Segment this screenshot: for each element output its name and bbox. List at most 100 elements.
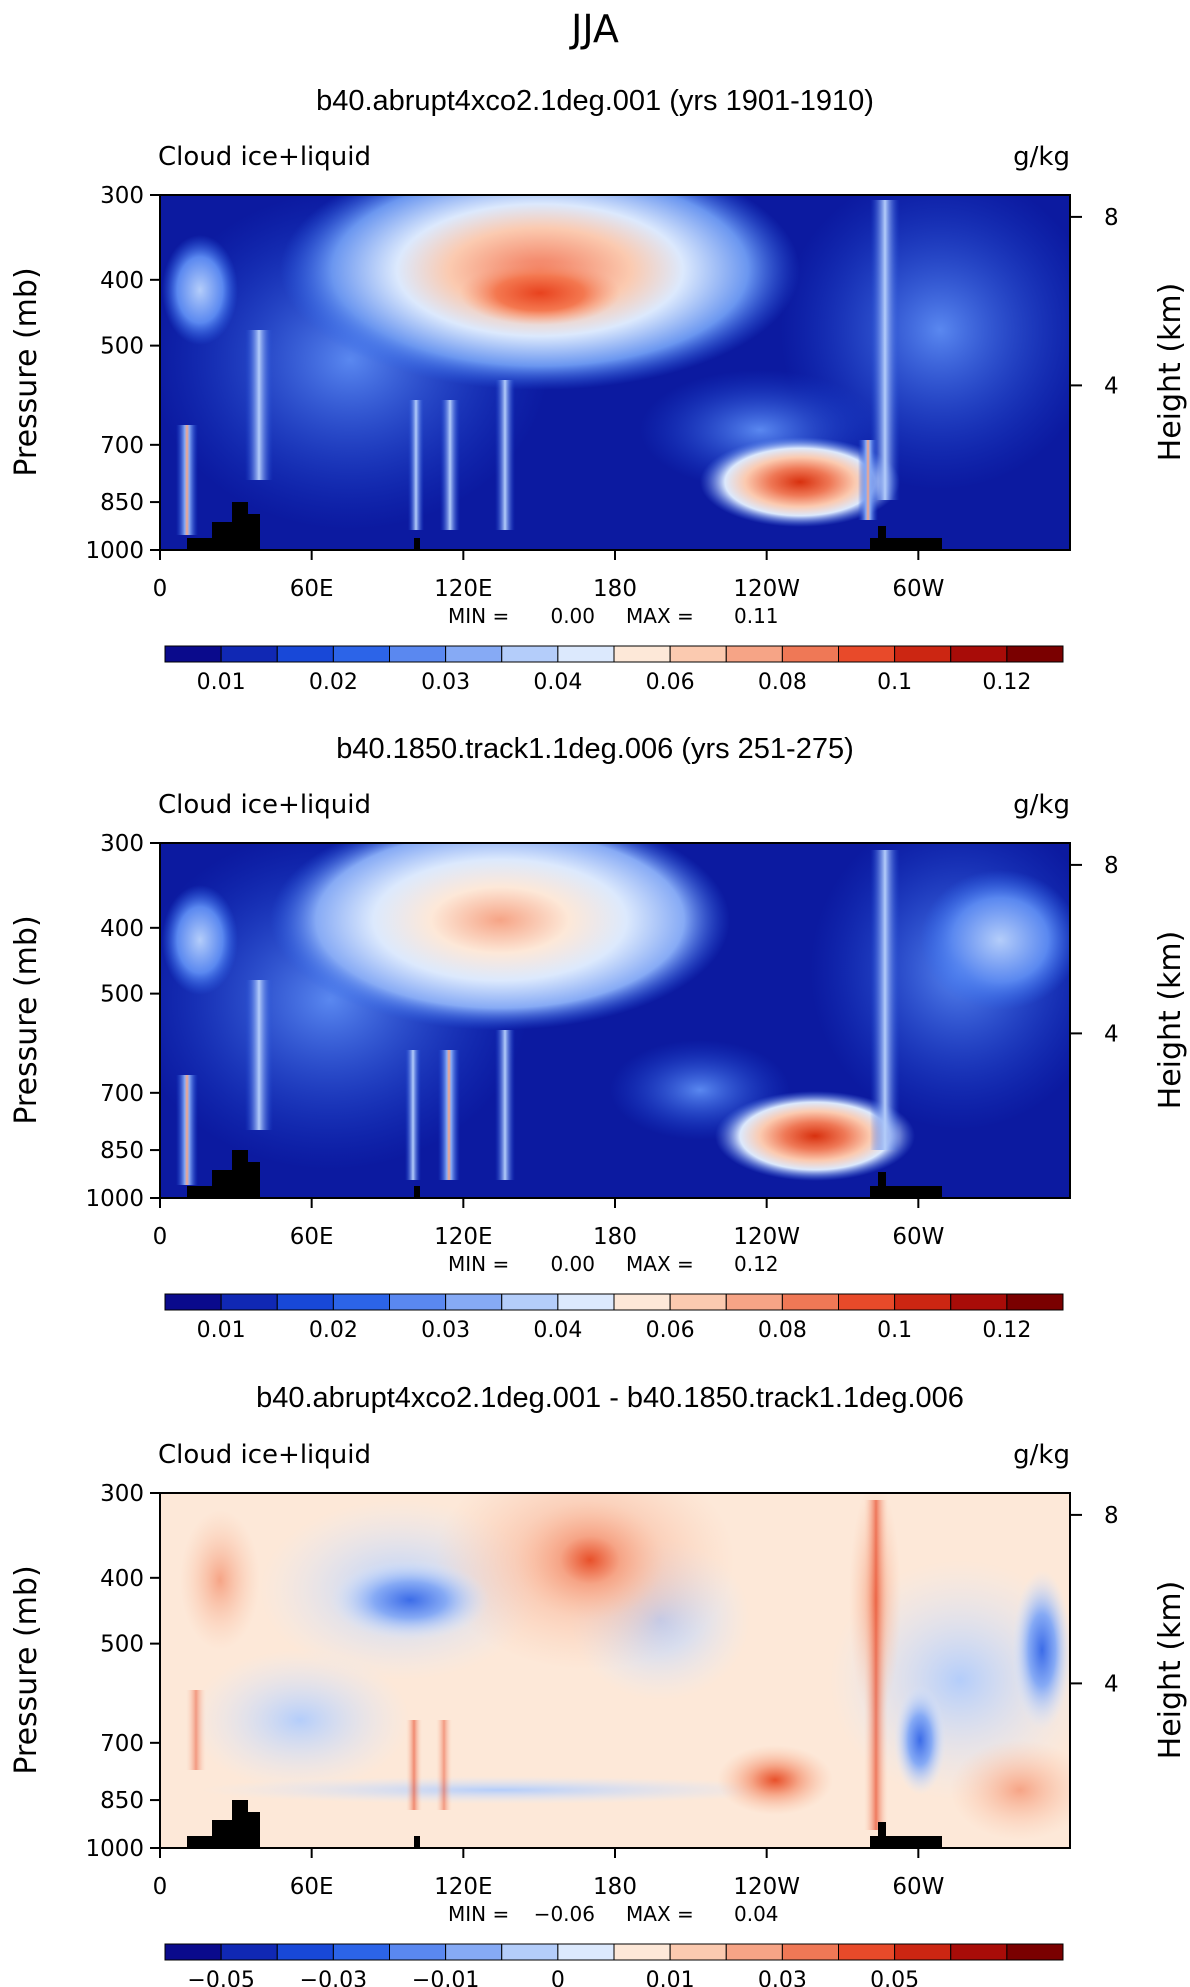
x-tick-label: 60E: [290, 1224, 334, 1250]
y2-tick-label: 4: [1104, 1021, 1119, 1047]
colorbar-swatch: [725, 645, 783, 663]
panel-title: b40.abrupt4xco2.1deg.001 - b40.1850.trac…: [256, 1382, 964, 1414]
variable-label: Cloud ice+liquid: [158, 790, 371, 820]
y-tick-label: 1000: [85, 1186, 144, 1212]
y-tick-label: 700: [100, 1081, 144, 1107]
colorbar-swatch: [669, 1293, 727, 1311]
x-tick-label: 60W: [892, 1224, 944, 1250]
y-tick-label: 300: [100, 183, 144, 209]
colorbar-swatch: [332, 645, 390, 663]
colorbar-tick-label: 0.01: [646, 1968, 695, 1987]
colorbar-swatch: [164, 645, 222, 663]
colorbar-swatch: [389, 1943, 447, 1961]
panel-title: b40.1850.track1.1deg.006 (yrs 251-275): [336, 733, 854, 765]
colorbar-tick-label: 0.06: [646, 670, 695, 695]
colorbar-swatch: [781, 645, 839, 663]
x-tick-label: 180: [593, 576, 637, 602]
units-label: g/kg: [1013, 142, 1070, 172]
y-tick-label: 1000: [85, 538, 144, 564]
colorbar-swatch: [164, 1293, 222, 1311]
min-value: 0.00: [550, 1252, 595, 1276]
colorbar-swatch: [781, 1293, 839, 1311]
min-value: 0.00: [550, 604, 595, 628]
max-label: MAX =: [626, 604, 694, 628]
colorbar-swatch: [389, 645, 447, 663]
y-axis-label: Pressure (mb): [9, 1565, 44, 1774]
colorbar-swatch: [1006, 1293, 1064, 1311]
colorbar-swatch: [445, 1943, 503, 1961]
x-tick-label: 60W: [892, 1874, 944, 1900]
y-tick-label: 500: [100, 1632, 144, 1658]
colorbar-tick-label: 0.05: [870, 1968, 919, 1987]
y-tick-label: 500: [100, 982, 144, 1008]
x-tick-label: 180: [593, 1874, 637, 1900]
colorbar-swatch: [613, 1293, 671, 1311]
colorbar-swatch: [445, 1293, 503, 1311]
max-value: 0.12: [734, 1252, 779, 1276]
colorbar-swatch: [220, 1943, 278, 1961]
topography-mask: [187, 1800, 260, 1848]
colorbar-tick-label: 0.12: [982, 670, 1031, 695]
colorbar-swatch: [838, 1943, 896, 1961]
colorbar-swatch: [613, 645, 671, 663]
x-tick-label: 120W: [733, 576, 800, 602]
colorbar-tick-label: 0.04: [533, 1318, 582, 1343]
figure-title: JJA: [569, 7, 619, 51]
colorbar-tick-label: 0.01: [197, 1318, 246, 1343]
colorbar-swatch: [445, 645, 503, 663]
y-tick-label: 400: [100, 1566, 144, 1592]
colorbar-swatch: [950, 645, 1008, 663]
colorbar-tick-label: 0.01: [197, 670, 246, 695]
max-value: 0.11: [734, 604, 779, 628]
y-tick-label: 400: [100, 268, 144, 294]
colorbar-tick-label: −0.05: [187, 1968, 254, 1987]
x-tick-label: 0: [153, 1874, 168, 1900]
x-tick-label: 60W: [892, 576, 944, 602]
colorbar-swatch: [950, 1943, 1008, 1961]
colorbar: 0.01 0.02 0.03 0.04 0.06 0.08 0.1 0.12: [164, 1293, 1064, 1343]
colorbar-tick-label: 0.04: [533, 670, 582, 695]
colorbar-swatch: [1006, 645, 1064, 663]
min-label: MIN =: [448, 604, 509, 628]
colorbar-swatch: [164, 1943, 222, 1961]
colorbar-tick-label: 0.1: [877, 670, 912, 695]
y-axis-label: Pressure (mb): [9, 915, 44, 1124]
y-tick-label: 300: [100, 1481, 144, 1507]
y-tick-label: 500: [100, 334, 144, 360]
y-tick-label: 850: [100, 490, 144, 516]
y2-axis-label: Height (km): [1153, 931, 1188, 1110]
x-tick-label: 120E: [434, 1224, 492, 1250]
colorbar-swatch: [501, 645, 559, 663]
min-label: MIN =: [448, 1252, 509, 1276]
colorbar-swatch: [894, 1943, 952, 1961]
y-tick-label: 700: [100, 1731, 144, 1757]
colorbar-swatch: [669, 645, 727, 663]
units-label: g/kg: [1013, 1440, 1070, 1470]
colorbar-tick-label: 0.08: [758, 670, 807, 695]
colorbar-swatch: [1006, 1943, 1064, 1961]
max-label: MAX =: [626, 1252, 694, 1276]
y-tick-label: 850: [100, 1788, 144, 1814]
colorbar-tick-label: 0.03: [758, 1968, 807, 1987]
contour-field: [160, 843, 1070, 1198]
colorbar-swatch: [220, 1293, 278, 1311]
colorbar-swatch: [220, 645, 278, 663]
panel-2: b40.1850.track1.1deg.006 (yrs 251-275) C…: [9, 733, 1188, 1343]
x-tick-label: 120W: [733, 1874, 800, 1900]
x-tick-label: 0: [153, 1224, 168, 1250]
min-label: MIN =: [448, 1902, 509, 1926]
colorbar-swatch: [725, 1293, 783, 1311]
y2-tick-label: 8: [1104, 853, 1119, 879]
y2-tick-label: 8: [1104, 205, 1119, 231]
units-label: g/kg: [1013, 790, 1070, 820]
topography-mask: [187, 1150, 260, 1198]
colorbar-tick-label: −0.03: [300, 1968, 367, 1987]
min-value: −0.06: [534, 1902, 595, 1926]
colorbar: −0.05 −0.03 −0.01 0 0.01 0.03 0.05: [164, 1943, 1064, 1987]
colorbar-tick-label: 0.06: [646, 1318, 695, 1343]
colorbar-swatch: [332, 1293, 390, 1311]
colorbar-tick-label: 0.12: [982, 1318, 1031, 1343]
colorbar-swatch: [501, 1293, 559, 1311]
y-tick-label: 700: [100, 433, 144, 459]
